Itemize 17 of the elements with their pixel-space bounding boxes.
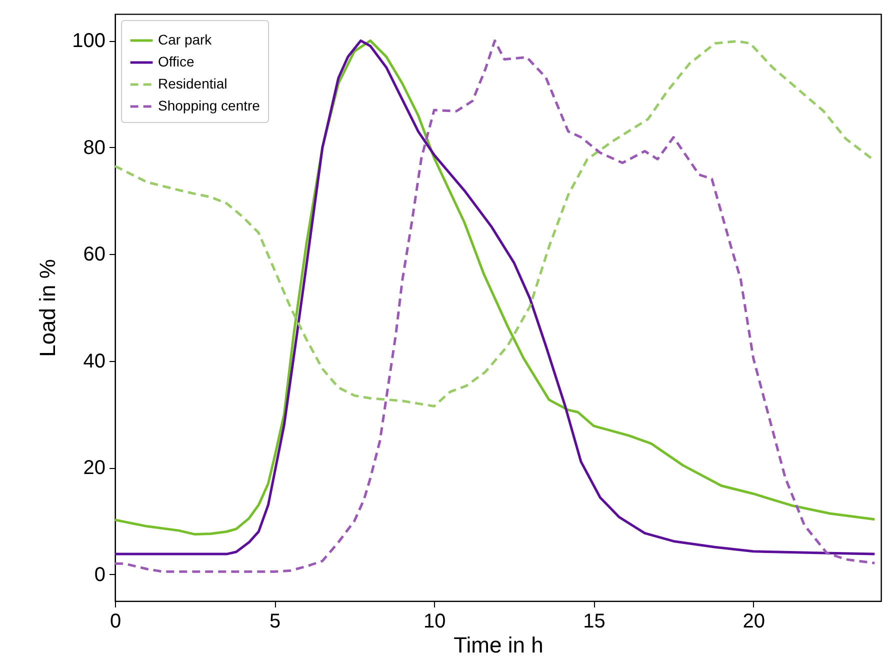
x-tick-label: 20 [742,610,765,632]
legend-label: Office [158,54,195,70]
y-tick-label: 0 [94,564,106,586]
x-tick-label: 15 [583,610,606,632]
x-tick-label: 5 [270,610,281,632]
legend-label: Car park [158,32,213,48]
y-tick-label: 100 [72,30,106,52]
x-axis-title: Time in h [454,632,544,658]
y-tick-label: 60 [83,244,106,266]
legend-label: Shopping centre [158,98,260,114]
y-tick-label: 80 [83,136,106,159]
y-tick-label: 40 [83,350,106,372]
x-tick-label: 10 [424,610,446,632]
x-tick-label: 0 [110,610,122,632]
y-tick-label: 20 [83,457,106,480]
y-axis-title: Load in % [35,259,60,357]
legend-label: Residential [158,76,228,92]
